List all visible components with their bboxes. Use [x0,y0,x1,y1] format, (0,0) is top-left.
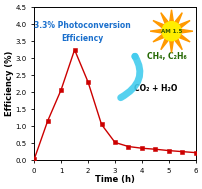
Polygon shape [152,35,163,42]
Text: CO₂ + H₂O: CO₂ + H₂O [134,84,177,93]
Polygon shape [149,29,161,33]
Polygon shape [174,13,181,24]
X-axis label: Time (h): Time (h) [95,175,134,184]
Polygon shape [178,35,189,42]
Polygon shape [160,13,167,24]
Text: AM 1.5: AM 1.5 [160,29,181,34]
Polygon shape [174,39,181,50]
Circle shape [161,22,180,41]
Polygon shape [180,29,192,33]
Polygon shape [169,41,173,53]
FancyArrowPatch shape [120,56,139,98]
Polygon shape [169,10,173,22]
Y-axis label: Efficiency (%): Efficiency (%) [5,51,14,116]
Text: CH₄, C₂H₆: CH₄, C₂H₆ [147,52,186,61]
Polygon shape [178,20,189,28]
Text: 3.3% Photoconversion
Efficiency: 3.3% Photoconversion Efficiency [34,21,130,43]
Polygon shape [152,20,163,28]
Polygon shape [160,39,167,50]
